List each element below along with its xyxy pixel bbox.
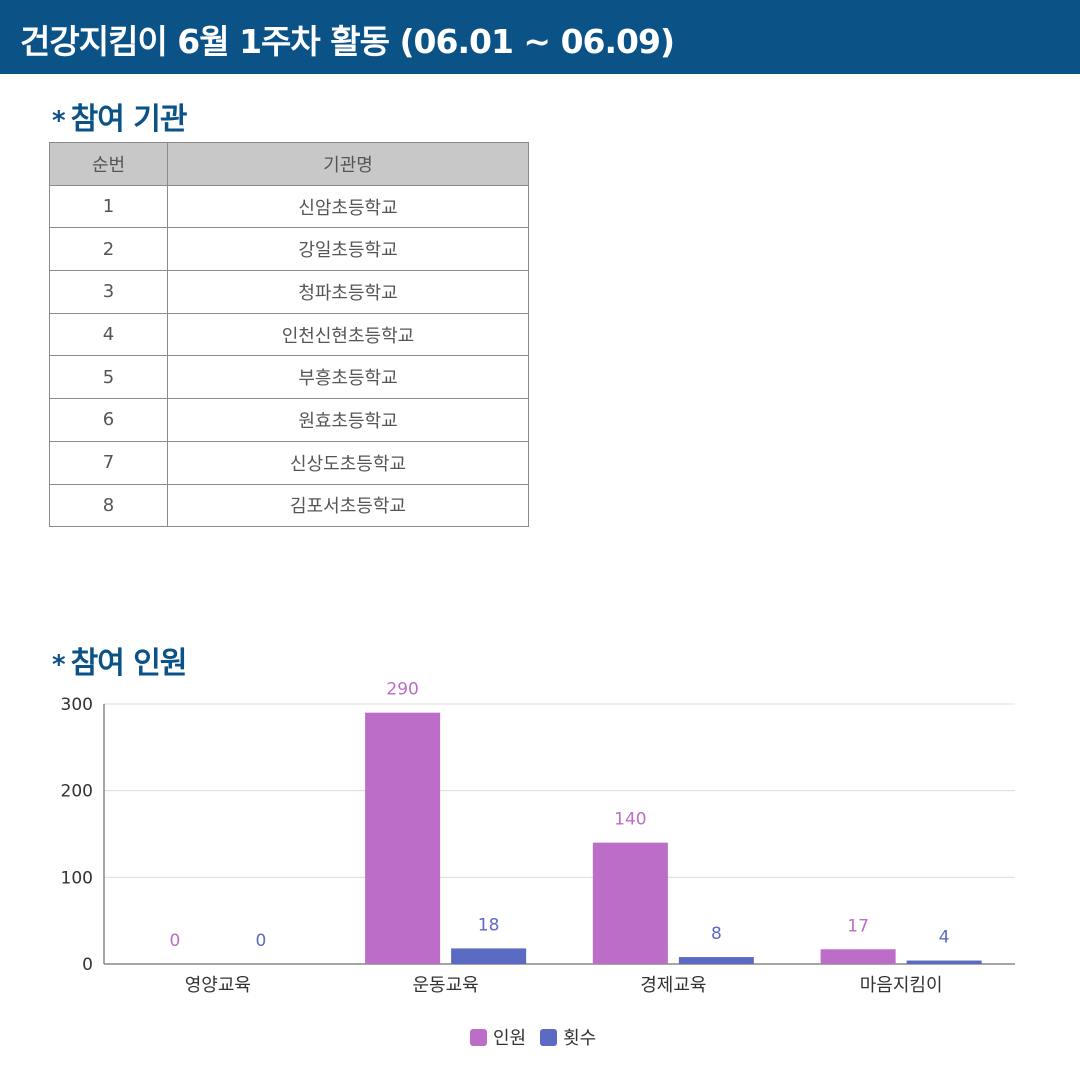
row-number: 2	[49, 227, 168, 272]
participation-bar-chart: 0 100 200 300 영양교육 0 0 운동교육 290 18 경제교육 140 8 마음지킴이 17…	[61, 680, 1015, 996]
col-header-number: 순번	[49, 142, 168, 186]
row-org-name: 강일초등학교	[167, 227, 529, 272]
table-row: 8 김포서초등학교	[49, 483, 529, 528]
y-tick-label: 0	[82, 955, 93, 975]
row-org-name: 신암초등학교	[167, 184, 529, 229]
data-label-count: 8	[711, 924, 722, 944]
row-number: 4	[49, 312, 168, 357]
row-org-name: 신상도초등학교	[167, 440, 529, 485]
y-tick-label: 300	[61, 695, 93, 715]
bar-people	[820, 949, 896, 964]
section-title-people: * 참여 인원	[52, 638, 188, 682]
y-tick-label: 100	[61, 868, 93, 888]
y-tick-label: 200	[61, 782, 93, 802]
table-row: 2 강일초등학교	[49, 227, 529, 272]
data-label-count: 0	[255, 931, 266, 951]
x-tick-label: 운동교육	[413, 975, 479, 996]
bar-count	[451, 948, 527, 964]
row-org-name: 김포서초등학교	[167, 483, 529, 528]
table-row: 4 인천신현초등학교	[49, 312, 529, 357]
row-number: 7	[49, 440, 168, 485]
row-number: 5	[49, 355, 168, 400]
row-number: 8	[49, 483, 168, 528]
data-label-people: 290	[386, 680, 418, 700]
row-org-name: 청파초등학교	[167, 270, 529, 314]
data-label-people: 17	[847, 916, 869, 936]
bar-count	[906, 960, 982, 964]
bar-count	[678, 957, 754, 964]
row-number: 1	[49, 184, 168, 229]
legend-swatch-people	[470, 1028, 487, 1046]
table-row: 1 신암초등학교	[49, 184, 529, 229]
table-row: 7 신상도초등학교	[49, 440, 529, 485]
table-row: 3 청파초등학교	[49, 270, 529, 314]
x-tick-label: 영양교육	[185, 975, 251, 996]
data-label-count: 4	[939, 928, 950, 948]
row-org-name: 인천신현초등학교	[167, 312, 529, 357]
data-label-people: 140	[614, 810, 646, 830]
bar-people	[592, 842, 668, 964]
section-title-people-label: 참여 인원	[70, 646, 188, 681]
legend-item-count: 횟수	[540, 1024, 596, 1050]
data-label-count: 18	[478, 915, 500, 935]
header-bar: 건강지킴이 6월 1주차 활동 (06.01 ~ 06.09)	[0, 0, 1080, 74]
table-header-row: 순번 기관명	[49, 142, 529, 186]
section-title-orgs: * 참여 기관	[52, 94, 188, 138]
table-row: 6 원효초등학교	[49, 398, 529, 442]
row-number: 6	[49, 398, 168, 442]
bullet-mark: *	[52, 650, 66, 680]
page-title: 건강지킴이 6월 1주차 활동 (06.01 ~ 06.09)	[20, 22, 675, 61]
row-org-name: 원효초등학교	[167, 398, 529, 442]
legend-item-people: 인원	[470, 1024, 526, 1050]
table-row: 5 부흥초등학교	[49, 355, 529, 400]
row-number: 3	[49, 270, 168, 314]
bar-people	[365, 712, 441, 964]
legend-swatch-count	[540, 1028, 558, 1046]
section-title-orgs-label: 참여 기관	[70, 102, 188, 137]
row-org-name: 부흥초등학교	[167, 355, 529, 400]
org-table: 순번 기관명 1 신암초등학교 2 강일초등학교 3 청파초등학교 4 인천신현초등학교…	[49, 142, 529, 528]
x-tick-label: 마음지킴이	[860, 975, 943, 996]
legend-label-people: 인원	[493, 1028, 527, 1049]
bullet-mark: *	[52, 106, 66, 136]
chart-legend: 인원 횟수	[470, 1024, 610, 1050]
legend-label-count: 횟수	[563, 1028, 597, 1049]
data-label-people: 0	[169, 931, 180, 951]
col-header-org: 기관명	[167, 142, 529, 186]
x-tick-label: 경제교육	[640, 975, 706, 996]
